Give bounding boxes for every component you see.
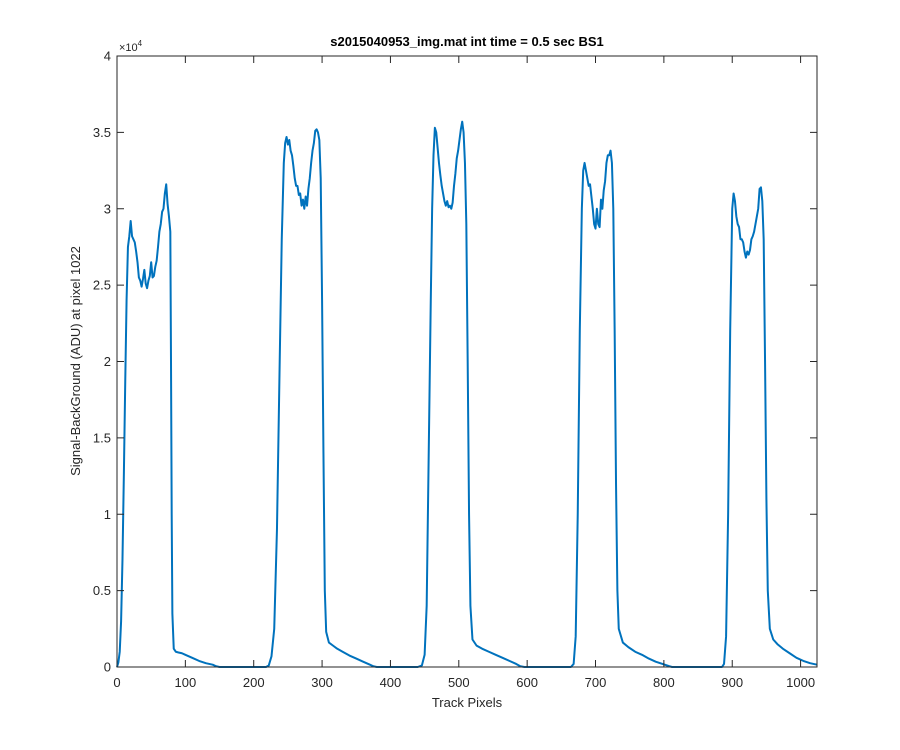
y-tick-label: 2 xyxy=(104,354,111,369)
series-line-1 xyxy=(116,120,818,668)
y-exponent-base: ×10 xyxy=(119,42,138,54)
y-tick-label: 3.5 xyxy=(93,125,111,140)
y-tick-label: 4 xyxy=(104,49,111,64)
x-tick-label: 900 xyxy=(721,675,743,690)
x-tick-label: 700 xyxy=(585,675,607,690)
x-axis-label: Track Pixels xyxy=(432,695,503,710)
x-tick-label: 400 xyxy=(380,675,402,690)
x-tick-label: 0 xyxy=(113,675,120,690)
x-tick-label: 800 xyxy=(653,675,675,690)
y-tick-label: 2.5 xyxy=(93,278,111,293)
x-tick-label: 200 xyxy=(243,675,265,690)
y-axis-label: Signal-BackGround (ADU) at pixel 1022 xyxy=(68,246,83,476)
x-tick-label: 600 xyxy=(516,675,538,690)
y-exponent-label: ×104 xyxy=(119,39,143,54)
chart-title: s2015040953_img.mat int time = 0.5 sec B… xyxy=(330,34,604,49)
y-tick-label: 1 xyxy=(104,507,111,522)
x-tick-label: 1000 xyxy=(786,675,815,690)
y-tick-label: 0 xyxy=(104,660,111,675)
y-tick-label: 3 xyxy=(104,201,111,216)
y-exponent-power: 4 xyxy=(138,39,143,48)
axes-box xyxy=(116,55,818,668)
x-tick-label: 300 xyxy=(311,675,333,690)
x-tick-label: 100 xyxy=(175,675,197,690)
y-tick-label: 1.5 xyxy=(93,430,111,445)
y-tick-label: 0.5 xyxy=(93,583,111,598)
x-tick-label: 500 xyxy=(448,675,470,690)
